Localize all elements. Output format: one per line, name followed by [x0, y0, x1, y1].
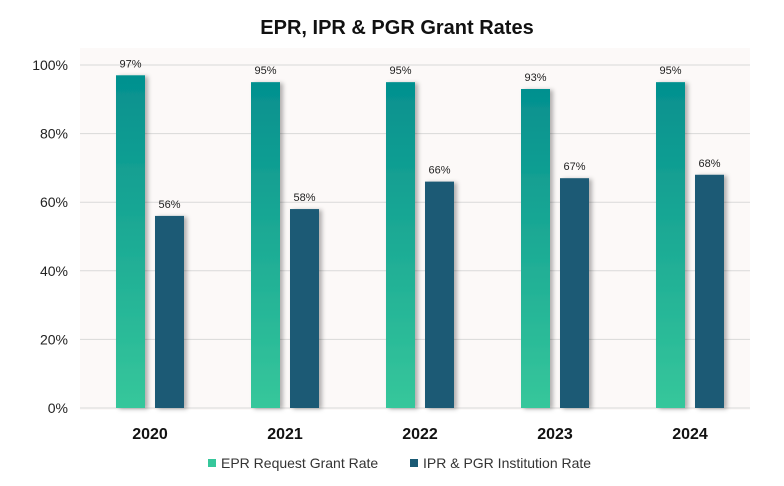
- data-label: 95%: [389, 65, 411, 77]
- bar-epr: [521, 89, 550, 408]
- data-label: 66%: [428, 165, 450, 177]
- data-label: 67%: [563, 161, 585, 173]
- data-label: 68%: [698, 158, 720, 170]
- chart-title: EPR, IPR & PGR Grant Rates: [260, 17, 533, 39]
- y-tick-label: 40%: [40, 263, 68, 279]
- data-label: 95%: [659, 65, 681, 77]
- legend-label: EPR Request Grant Rate: [221, 455, 378, 471]
- bar-ipr-pgr: [155, 215, 184, 408]
- legend-swatch: [410, 459, 418, 467]
- bar-epr: [656, 82, 685, 409]
- bar-epr: [116, 75, 145, 408]
- legend-swatch: [208, 459, 216, 467]
- legend-label: IPR & PGR Institution Rate: [423, 455, 591, 471]
- y-tick-label: 0%: [48, 400, 68, 416]
- data-label: 97%: [119, 58, 141, 70]
- bar-ipr-pgr: [560, 178, 589, 408]
- data-label: 93%: [524, 72, 546, 84]
- x-tick-label: 2020: [132, 426, 168, 443]
- bar-epr: [386, 82, 415, 409]
- x-tick-label: 2022: [402, 426, 438, 443]
- bar-epr: [251, 82, 280, 409]
- bar-ipr-pgr: [290, 209, 319, 408]
- x-tick-label: 2024: [672, 426, 708, 443]
- y-tick-label: 80%: [40, 126, 68, 142]
- y-tick-label: 60%: [40, 194, 68, 210]
- x-tick-label: 2023: [537, 426, 573, 443]
- x-tick-label: 2021: [267, 426, 303, 443]
- bar-ipr-pgr: [695, 174, 724, 408]
- data-label: 95%: [254, 65, 276, 77]
- y-tick-label: 100%: [32, 57, 68, 73]
- data-label: 58%: [293, 192, 315, 204]
- bar-ipr-pgr: [425, 181, 454, 408]
- data-label: 56%: [158, 199, 180, 211]
- y-tick-label: 20%: [40, 331, 68, 347]
